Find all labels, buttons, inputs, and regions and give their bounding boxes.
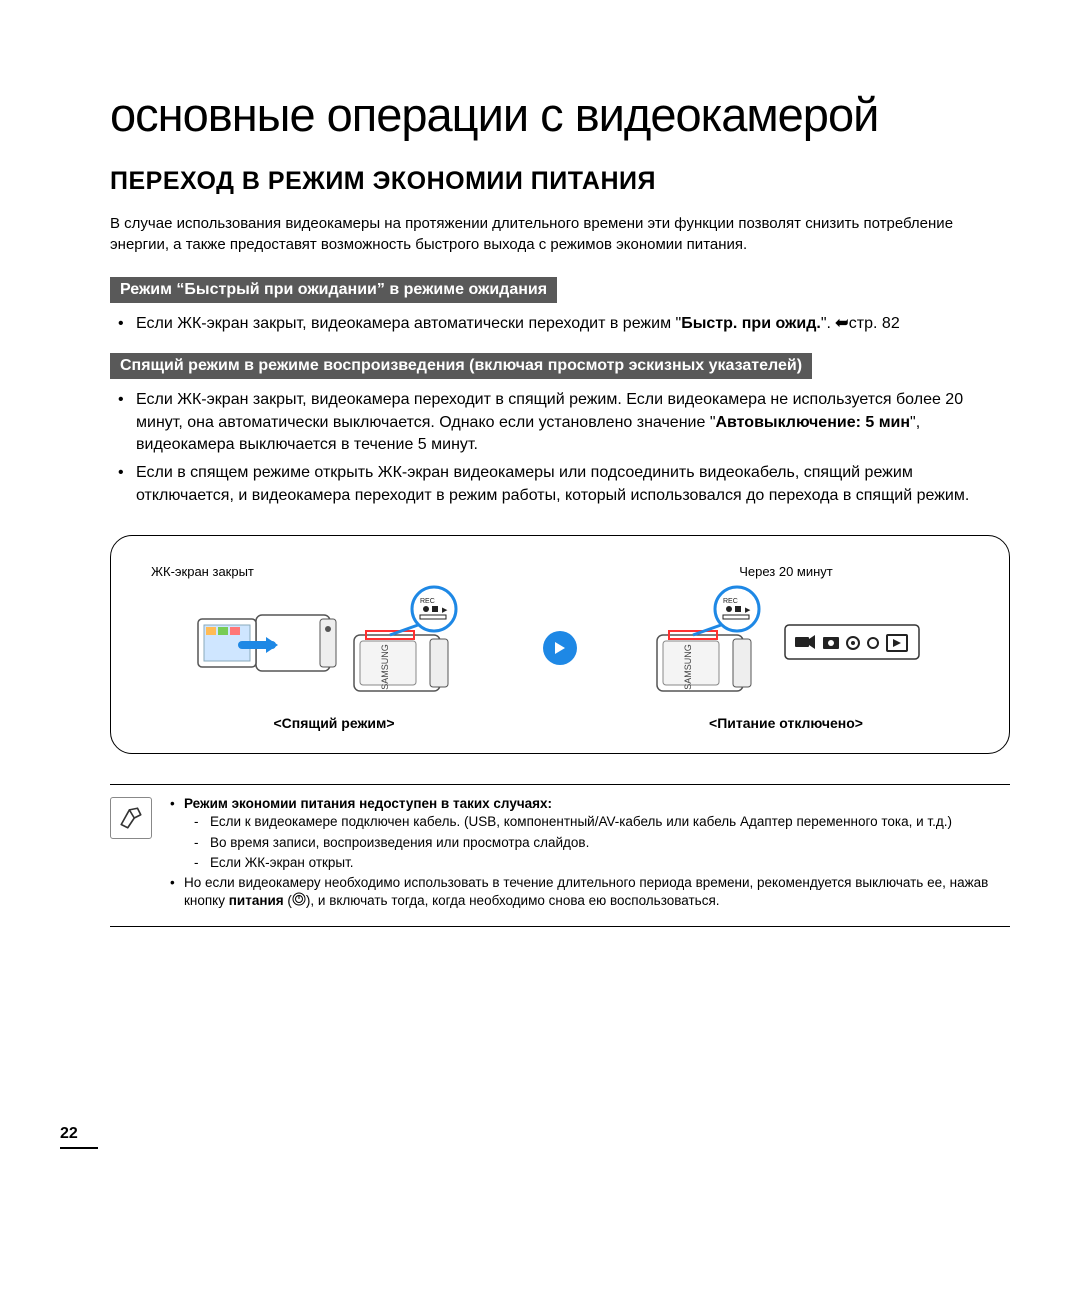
intro-paragraph: В случае использования видеокамеры на пр…	[110, 214, 1010, 255]
list-item: Если ЖК-экран открыт.	[184, 854, 1010, 872]
text-bold: Быстр. при ожид.	[681, 315, 821, 332]
note-block: Режим экономии питания недоступен в таки…	[110, 784, 1010, 926]
camcorder-open-icon	[192, 595, 342, 691]
text: ), и включать тогда, когда необходимо сн…	[306, 893, 720, 908]
list-item: Во время записи, воспроизведения или про…	[184, 834, 1010, 852]
list-item: Если ЖК-экран закрыт, видеокамера перехо…	[110, 389, 1010, 456]
page-number: 22	[60, 1125, 98, 1149]
note-dash-list: Если к видеокамере подключен кабель. (US…	[184, 813, 1010, 872]
camcorder-closed-off-icon: SAMSUNG REC ▶	[649, 585, 779, 701]
diagram-row: ЖК-экран закрыт	[135, 564, 985, 731]
list-item: Если к видеокамере подключен кабель. (US…	[184, 813, 1010, 831]
note-body: Режим экономии питания недоступен в таки…	[166, 795, 1010, 913]
state-diagram: ЖК-экран закрыт	[110, 535, 1010, 754]
svg-text:▶: ▶	[442, 607, 448, 614]
svg-text:▶: ▶	[745, 607, 751, 614]
camera-group-off: SAMSUNG REC ▶	[649, 585, 923, 701]
list-item: Если в спящем режиме открыть ЖК-экран ви…	[110, 462, 1010, 507]
transition-arrow-icon	[543, 631, 577, 665]
power-button-icon	[292, 892, 306, 911]
page-ref-arrow-icon: ➥	[835, 313, 848, 335]
svg-text:SAMSUNG: SAMSUNG	[380, 644, 390, 690]
text: ".	[821, 315, 836, 332]
svg-text:REC: REC	[420, 598, 435, 605]
svg-text:REC: REC	[723, 598, 738, 605]
diagram-col-sleep: ЖК-экран закрыт	[135, 564, 533, 731]
note-icon	[110, 797, 152, 839]
label-lcd-closed: ЖК-экран закрыт	[151, 564, 254, 579]
diagram-col-poweroff: Через 20 минут SAMSUNG REC	[587, 564, 985, 731]
bullet-list-2: Если ЖК-экран закрыт, видеокамера перехо…	[110, 389, 1010, 507]
caption-poweroff: <Питание отключено>	[709, 715, 863, 731]
list-item: Но если видеокамеру необходимо использов…	[166, 874, 1010, 911]
caption-sleep: <Спящий режим>	[273, 715, 394, 731]
text: (	[284, 893, 292, 908]
subsection-bar-2: Спящий режим в режиме воспроизведения (в…	[110, 353, 812, 379]
bullet-list-1: Если ЖК-экран закрыт, видеокамера автома…	[110, 313, 1010, 335]
text-bold: питания	[229, 893, 284, 908]
note-heading: Режим экономии питания недоступен в таки…	[184, 796, 552, 811]
manual-page: основные операции с видеокамерой ПЕРЕХОД…	[0, 0, 1080, 1289]
list-item: Если ЖК-экран закрыт, видеокамера автома…	[110, 313, 1010, 335]
chapter-title: основные операции с видеокамерой	[110, 90, 1010, 139]
text-bold: Автовыключение: 5 мин	[716, 414, 911, 431]
list-item: Режим экономии питания недоступен в таки…	[166, 795, 1010, 872]
mode-icons-zoom-icon	[783, 615, 923, 671]
page-ref: стр. 82	[849, 315, 900, 332]
label-after-20min: Через 20 минут	[739, 564, 833, 579]
svg-text:SAMSUNG: SAMSUNG	[683, 644, 693, 690]
text: Если ЖК-экран закрыт, видеокамера автома…	[136, 315, 681, 332]
camera-group-sleep: SAMSUNG REC ▶	[192, 585, 476, 701]
section-title: ПЕРЕХОД В РЕЖИМ ЭКОНОМИИ ПИТАНИЯ	[110, 167, 1010, 196]
camcorder-closed-sleep-icon: SAMSUNG REC ▶	[346, 585, 476, 701]
subsection-bar-1: Режим “Быстрый при ожидании” в режиме ож…	[110, 277, 557, 303]
